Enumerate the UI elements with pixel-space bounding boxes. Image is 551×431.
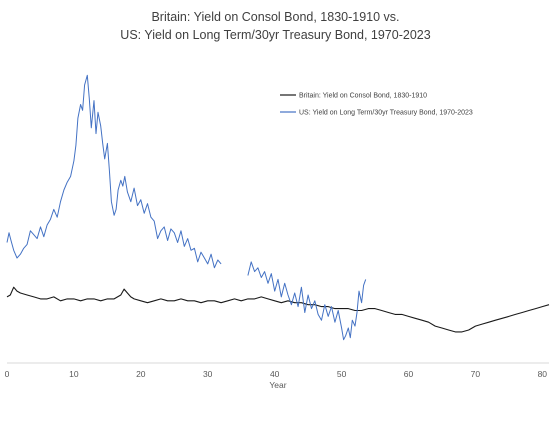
x-tick-label: 30 [203, 369, 213, 379]
chart-title-line2: US: Yield on Long Term/30yr Treasury Bon… [120, 28, 430, 42]
chart-title-line1: Britain: Yield on Consol Bond, 1830-1910… [151, 10, 399, 24]
x-tick-labels: 0 10 20 30 40 50 60 70 80 [5, 369, 548, 379]
plot-series [6, 74, 550, 341]
x-tick-label: 80 [538, 369, 548, 379]
series-line-us [6, 74, 367, 341]
x-tick-label: 70 [471, 369, 481, 379]
x-axis-label: Year [269, 380, 286, 390]
legend: Britain: Yield on Consol Bond, 1830-1910… [280, 93, 473, 117]
x-tick-label: 40 [270, 369, 280, 379]
x-tick-label: 10 [69, 369, 79, 379]
x-tick-label: 0 [5, 369, 10, 379]
series-line-britain [6, 286, 550, 333]
x-tick-label: 20 [136, 369, 146, 379]
x-tick-label: 50 [337, 369, 347, 379]
legend-label-us: US: Yield on Long Term/30yr Treasury Bon… [299, 110, 473, 117]
legend-label-britain: Britain: Yield on Consol Bond, 1830-1910 [299, 93, 427, 100]
x-tick-label: 60 [404, 369, 414, 379]
